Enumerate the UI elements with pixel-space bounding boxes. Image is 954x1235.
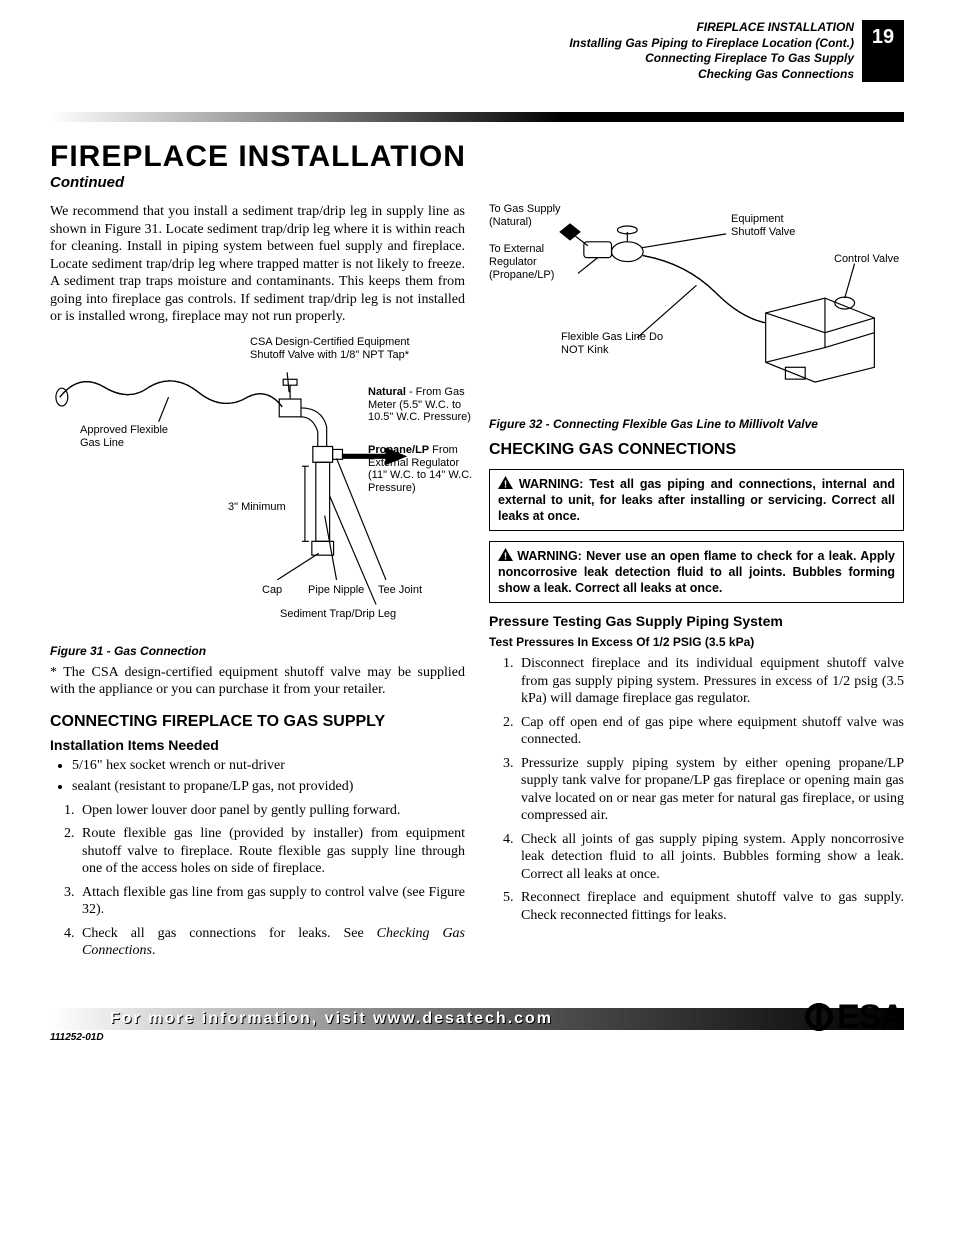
desa-logo: ESA	[805, 998, 904, 1037]
heading-items-needed: Installation Items Needed	[50, 737, 465, 753]
page-number: 19	[862, 20, 904, 82]
header-line-4: Checking Gas Connections	[569, 67, 854, 83]
bullet-item: sealant (resistant to propane/LP gas, no…	[72, 778, 465, 796]
fig31-label-csa: CSA Design-Certified Equipment Shutoff V…	[250, 336, 430, 361]
fig31-label-cap: Cap	[262, 584, 282, 597]
list-item: Disconnect fireplace and its individual …	[517, 655, 904, 708]
figure-32-diagram	[489, 203, 904, 413]
svg-text:!: !	[504, 552, 507, 562]
list-item: Pressurize supply piping system by eithe…	[517, 755, 904, 825]
fig32-label-control: Control Valve	[834, 253, 899, 266]
list-item: Cap off open end of gas pipe where equip…	[517, 714, 904, 749]
svg-text:!: !	[504, 480, 507, 490]
fig32-label-supply: To Gas Supply (Natural)	[489, 203, 579, 228]
warning-box-1: ! WARNING: Test all gas piping and conne…	[489, 469, 904, 531]
heading-pressure-testing: Pressure Testing Gas Supply Piping Syste…	[489, 613, 904, 629]
warning-icon: !	[498, 548, 513, 561]
logo-circle-icon	[805, 1003, 833, 1031]
install-steps-list: Open lower louver door panel by gently p…	[50, 802, 465, 960]
header-line-2: Installing Gas Piping to Fireplace Locat…	[569, 36, 854, 52]
warning-box-2: ! WARNING: Never use an open flame to ch…	[489, 541, 904, 603]
footer-document-code: 111252-01D	[50, 1032, 904, 1043]
continued-label: Continued	[50, 174, 904, 191]
separator-bar	[50, 112, 904, 122]
figure-32: To Gas Supply (Natural) To External Regu…	[489, 203, 904, 413]
warning-icon: !	[498, 476, 513, 489]
list-item: Reconnect fireplace and equipment shutof…	[517, 889, 904, 924]
heading-test-pressures: Test Pressures In Excess Of 1/2 PSIG (3.…	[489, 635, 904, 649]
list-item: Check all gas connections for leaks. See…	[78, 925, 465, 960]
fig32-label-regulator: To External Regulator (Propane/LP)	[489, 243, 579, 281]
figure-31-footnote: * The CSA design-certified equipment shu…	[50, 664, 465, 699]
list-item: Check all joints of gas supply piping sy…	[517, 831, 904, 884]
heading-checking: CHECKING GAS CONNECTIONS	[489, 441, 904, 459]
list-item: Open lower louver door panel by gently p…	[78, 802, 465, 820]
intro-paragraph: We recommend that you install a sediment…	[50, 203, 465, 326]
items-needed-list: 5/16" hex socket wrench or nut-driver se…	[50, 757, 465, 796]
footer-bar: For more information, visit www.desatech…	[50, 1008, 904, 1030]
figure-32-caption: Figure 32 - Connecting Flexible Gas Line…	[489, 417, 904, 431]
page-header: FIREPLACE INSTALLATION Installing Gas Pi…	[50, 20, 904, 82]
fig32-label-shutoff: Equipment Shutoff Valve	[731, 213, 811, 238]
bullet-item: 5/16" hex socket wrench or nut-driver	[72, 757, 465, 775]
fig31-label-min: 3" Minimum	[228, 501, 286, 514]
header-line-1: FIREPLACE INSTALLATION	[569, 20, 854, 36]
content-columns: We recommend that you install a sediment…	[50, 203, 904, 968]
figure-31: CSA Design-Certified Equipment Shutoff V…	[50, 336, 465, 636]
footer-text: For more information, visit www.desatech…	[110, 1010, 553, 1028]
right-column: To Gas Supply (Natural) To External Regu…	[489, 203, 904, 968]
page-footer: For more information, visit www.desatech…	[50, 1008, 904, 1043]
fig31-label-pipe: Pipe Nipple	[308, 584, 364, 597]
header-section-text: FIREPLACE INSTALLATION Installing Gas Pi…	[569, 20, 854, 82]
main-title: FIREPLACE INSTALLATION	[50, 140, 904, 174]
left-column: We recommend that you install a sediment…	[50, 203, 465, 968]
header-line-3: Connecting Fireplace To Gas Supply	[569, 51, 854, 67]
fig31-label-flex: Approved Flexible Gas Line	[80, 424, 190, 449]
fig31-label-natural: Natural - From Gas Meter (5.5" W.C. to 1…	[368, 386, 473, 424]
fig31-label-tee: Tee Joint	[378, 584, 422, 597]
fig31-label-propane: Propane/LP From External Regulator (11" …	[368, 444, 473, 495]
heading-connecting: CONNECTING FIREPLACE TO GAS SUPPLY	[50, 713, 465, 731]
list-item: Attach flexible gas line from gas supply…	[78, 884, 465, 919]
fig32-label-flex: Flexible Gas Line Do NOT Kink	[561, 331, 671, 356]
fig31-label-sediment: Sediment Trap/Drip Leg	[280, 608, 396, 621]
figure-31-caption: Figure 31 - Gas Connection	[50, 644, 206, 658]
pressure-steps-list: Disconnect fireplace and its individual …	[489, 655, 904, 924]
list-item: Route flexible gas line (provided by ins…	[78, 825, 465, 878]
